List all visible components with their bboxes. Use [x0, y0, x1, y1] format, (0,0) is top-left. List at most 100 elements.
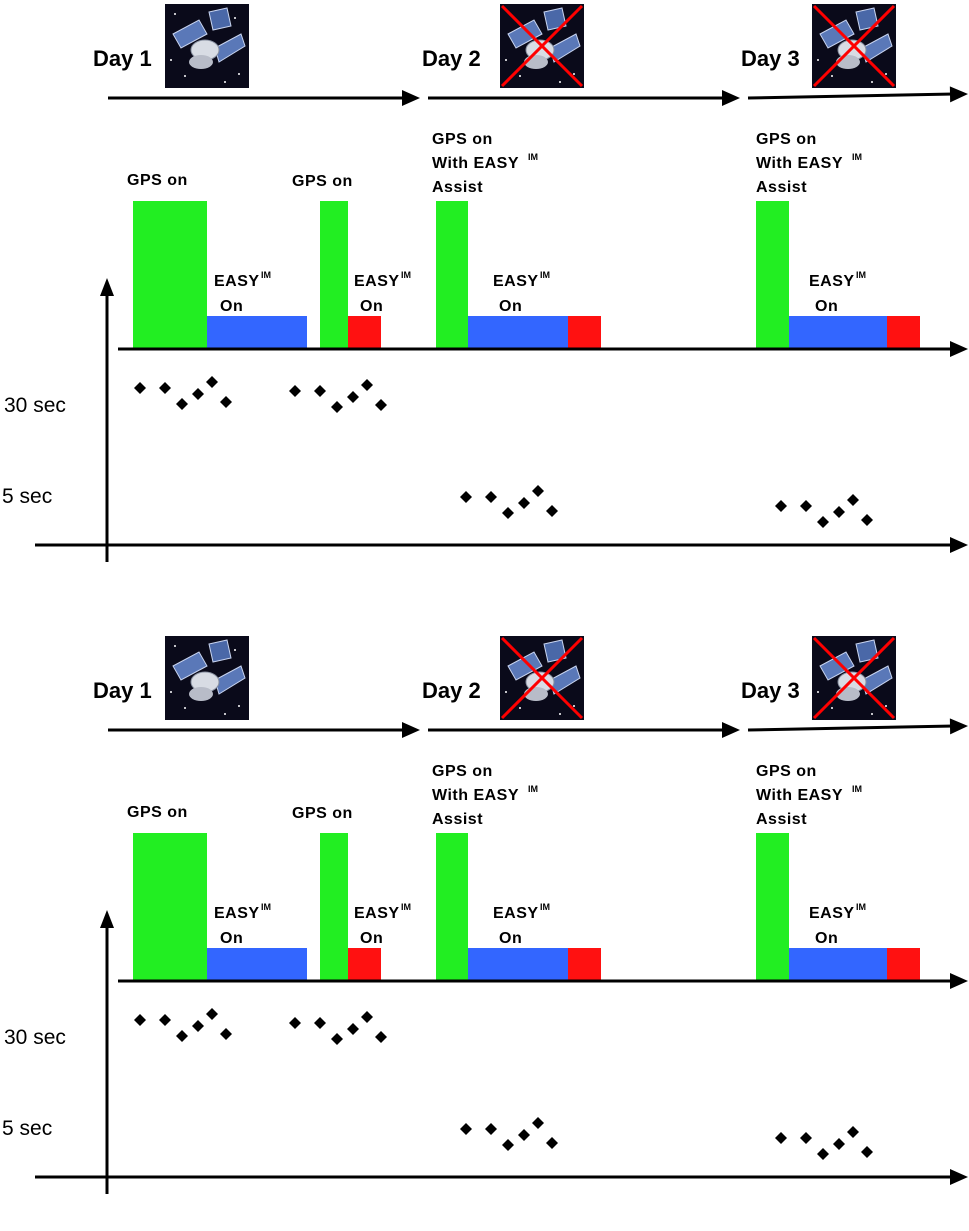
- easy-superscript: IM: [261, 270, 271, 280]
- easy-label: EASY: [214, 273, 260, 290]
- sample-marker: [546, 1137, 558, 1149]
- sample-marker: [847, 1126, 859, 1138]
- day-label: Day 3: [741, 46, 800, 71]
- with-easy-label: With EASY: [432, 155, 519, 172]
- satellite-crossed-icon: [812, 4, 896, 88]
- warn-bar: [887, 948, 920, 982]
- sample-marker: [800, 500, 812, 512]
- gps-on-bar: [133, 201, 207, 350]
- sample-marker: [159, 1014, 171, 1026]
- easy-superscript: IM: [540, 902, 550, 912]
- fix-markers: [775, 1126, 873, 1160]
- with-easy-label: With EASY: [756, 155, 843, 172]
- y-axis: [100, 278, 114, 562]
- sample-marker: [375, 1031, 387, 1043]
- gps-on-bar: [756, 833, 789, 982]
- gps-on-label: GPS on: [292, 173, 353, 190]
- sample-marker: [502, 507, 514, 519]
- fix-markers: [460, 1117, 558, 1151]
- sample-marker: [192, 1020, 204, 1032]
- easy-on-bar: [468, 316, 568, 350]
- easy-superscript: IM: [261, 902, 271, 912]
- warn-bar: [568, 948, 601, 982]
- y-label-5-sec: 5 sec: [2, 1117, 52, 1140]
- sample-marker: [220, 1028, 232, 1040]
- timeline-axis: [118, 341, 968, 357]
- warn-bar: [568, 316, 601, 350]
- assist-label: Assist: [756, 179, 807, 196]
- sample-marker: [485, 1123, 497, 1135]
- gps-on-label: GPS on: [432, 763, 493, 780]
- day-label: Day 3: [741, 678, 800, 703]
- easy-superscript: IM: [856, 270, 866, 280]
- sample-marker: [347, 1023, 359, 1035]
- timeline-panel-2: Day 1 Day 2 Day 3 GPS on GPS on GPS on With EA…: [0, 632, 969, 1231]
- y-axis: [100, 910, 114, 1194]
- easy-superscript: IM: [856, 902, 866, 912]
- easy-superscript: IM: [852, 784, 862, 794]
- x-axis: [35, 537, 968, 553]
- easy-on-bar: [468, 948, 568, 982]
- day-1-arrow: [108, 722, 420, 738]
- gps-on-bar: [133, 833, 207, 982]
- x-axis: [35, 1169, 968, 1185]
- day-label: Day 1: [93, 678, 152, 703]
- gps-on-bar: [436, 833, 468, 982]
- fix-markers: [289, 1011, 387, 1045]
- gps-on-label: GPS on: [432, 131, 493, 148]
- sample-marker: [532, 1117, 544, 1129]
- day-3-arrow: [747, 718, 968, 735]
- satellite-crossed-icon: [500, 636, 584, 720]
- easy-on-bar: [207, 948, 307, 982]
- sample-marker: [817, 516, 829, 528]
- day-2-arrow: [428, 90, 740, 106]
- gps-on-label: GPS on: [756, 131, 817, 148]
- easy-superscript: IM: [852, 152, 862, 162]
- easy-superscript: IM: [401, 902, 411, 912]
- gps-on-label: GPS on: [756, 763, 817, 780]
- sample-marker: [176, 1030, 188, 1042]
- y-label-30-sec: 30 sec: [4, 394, 66, 417]
- sample-marker: [159, 382, 171, 394]
- on-label: On: [360, 930, 383, 947]
- sample-marker: [331, 1033, 343, 1045]
- sample-marker: [361, 1011, 373, 1023]
- easy-label: EASY: [354, 273, 400, 290]
- with-easy-label: With EASY: [756, 787, 843, 804]
- sample-marker: [331, 401, 343, 413]
- timeline-axis: [118, 973, 968, 989]
- sample-marker: [460, 491, 472, 503]
- satellite-icon: [165, 636, 249, 720]
- fix-markers: [775, 494, 873, 528]
- assist-label: Assist: [432, 811, 483, 828]
- day-3-arrow: [747, 86, 968, 103]
- sample-marker: [817, 1148, 829, 1160]
- day-label: Day 1: [93, 46, 152, 71]
- gps-on-label: GPS on: [292, 805, 353, 822]
- sample-marker: [206, 376, 218, 388]
- with-easy-label: With EASY: [432, 787, 519, 804]
- on-label: On: [499, 930, 522, 947]
- sample-marker: [502, 1139, 514, 1151]
- easy-label: EASY: [214, 905, 260, 922]
- warn-bar: [348, 316, 381, 350]
- sample-marker: [775, 1132, 787, 1144]
- sample-marker: [134, 1014, 146, 1026]
- easy-label: EASY: [493, 273, 539, 290]
- on-label: On: [499, 298, 522, 315]
- easy-label: EASY: [493, 905, 539, 922]
- on-label: On: [360, 298, 383, 315]
- sample-marker: [289, 385, 301, 397]
- gps-on-bar: [756, 201, 789, 350]
- warn-bar: [348, 948, 381, 982]
- easy-superscript: IM: [540, 270, 550, 280]
- easy-superscript: IM: [528, 784, 538, 794]
- sample-marker: [532, 485, 544, 497]
- gps-on-bar: [320, 201, 348, 350]
- y-label-30-sec: 30 sec: [4, 1026, 66, 1049]
- sample-marker: [861, 1146, 873, 1158]
- sample-marker: [347, 391, 359, 403]
- fix-markers: [289, 379, 387, 413]
- satellite-icon: [165, 4, 249, 88]
- sample-marker: [800, 1132, 812, 1144]
